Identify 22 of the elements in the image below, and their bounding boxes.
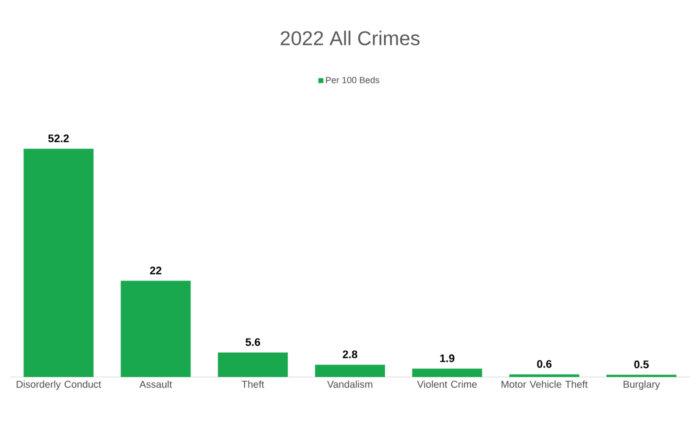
data-label: 5.6 [246, 338, 260, 346]
bar [315, 364, 385, 377]
bar [509, 374, 580, 377]
bar [218, 352, 288, 377]
data-label: 0.6 [537, 360, 552, 368]
legend-label: Per 100 Beds [326, 76, 380, 84]
bar [412, 368, 482, 377]
x-tick-label: Burglary [624, 380, 660, 390]
bar [120, 280, 191, 377]
bar [24, 148, 94, 377]
x-tick-label: Theft [242, 380, 264, 388]
x-tick-label: Assault [139, 380, 172, 388]
x-tick-label: Vandalism [327, 380, 372, 388]
data-label: 1.9 [440, 354, 454, 362]
data-label: 52.2 [48, 134, 69, 142]
x-tick-label: Disorderly Conduct [16, 380, 102, 390]
data-label: 22 [150, 266, 162, 274]
data-label: 0.5 [634, 360, 649, 368]
chart-title: 2022 All Crimes [280, 30, 420, 46]
x-tick-label: Violent Crime [417, 380, 477, 388]
x-tick-label: Motor Vehicle Theft [502, 380, 588, 388]
data-label: 2.8 [342, 350, 358, 358]
